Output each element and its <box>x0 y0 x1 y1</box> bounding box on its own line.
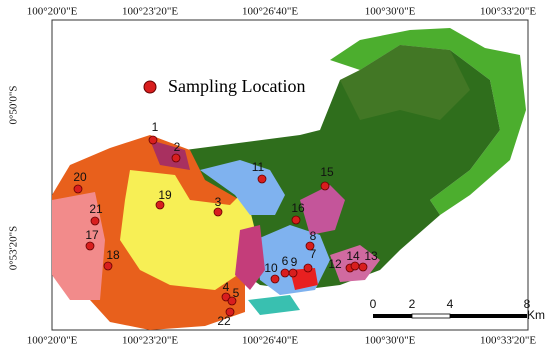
sampling-point <box>86 242 94 250</box>
sampling-point-label: 12 <box>328 257 342 271</box>
map: Sampling Location 100°20'0"E100°20'0"E10… <box>0 0 545 349</box>
scale-label: 0 <box>370 297 377 311</box>
scale-label: 2 <box>409 297 416 311</box>
sampling-point-label: 13 <box>364 249 378 263</box>
sampling-point <box>351 262 359 270</box>
sampling-point <box>156 201 164 209</box>
sampling-point-label: 22 <box>217 314 231 328</box>
scale-segment <box>450 314 527 318</box>
longitude-label: 100°33'20"E <box>480 335 536 347</box>
sampling-point-label: 18 <box>106 248 120 262</box>
longitude-label: 100°26'40"E <box>242 6 298 18</box>
sampling-point <box>289 269 297 277</box>
scale-label: 4 <box>447 297 454 311</box>
longitude-label: 100°30'0"E <box>365 335 416 347</box>
scale-segment <box>412 314 450 318</box>
sampling-point <box>172 154 180 162</box>
sampling-point-label: 16 <box>291 201 305 215</box>
sampling-point-label: 21 <box>89 202 103 216</box>
sampling-point-label: 17 <box>85 228 99 242</box>
longitude-label: 100°23'20"E <box>122 335 178 347</box>
sampling-point-label: 3 <box>215 195 222 209</box>
sampling-point <box>91 217 99 225</box>
scale-bar <box>373 314 527 318</box>
sampling-point-label: 15 <box>320 165 334 179</box>
sampling-point <box>304 264 312 272</box>
sampling-point <box>292 216 300 224</box>
sampling-point <box>104 262 112 270</box>
sampling-point-label: 8 <box>310 229 317 243</box>
sampling-point <box>359 263 367 271</box>
sampling-point <box>306 242 314 250</box>
legend-label: Sampling Location <box>168 76 305 96</box>
sampling-point-label: 9 <box>291 255 298 269</box>
latitude-label: 0°50'0"S <box>8 86 20 125</box>
sampling-point-label: 5 <box>233 286 240 300</box>
sampling-point-label: 6 <box>282 254 289 268</box>
longitude-label: 100°20'0"E <box>27 335 78 347</box>
scale-segment <box>373 314 412 318</box>
sampling-point-label: 19 <box>158 188 172 202</box>
longitude-label: 100°23'20"E <box>122 6 178 18</box>
sampling-point-label: 11 <box>252 160 265 174</box>
sampling-point <box>258 175 266 183</box>
legend-symbol <box>144 81 156 93</box>
latitude-label: 0°53'20"S <box>8 226 20 271</box>
sampling-point <box>74 185 82 193</box>
sampling-point <box>271 275 279 283</box>
longitude-label: 100°20'0"E <box>27 6 78 18</box>
sampling-point <box>214 208 222 216</box>
sampling-point-label: 14 <box>346 249 360 263</box>
longitude-label: 100°26'40"E <box>242 335 298 347</box>
longitude-label: 100°33'20"E <box>480 6 536 18</box>
sampling-point <box>149 136 157 144</box>
sampling-point-label: 10 <box>264 261 278 275</box>
sampling-point <box>281 269 289 277</box>
sampling-point-label: 1 <box>152 120 159 134</box>
sampling-point-label: 2 <box>174 140 181 154</box>
sampling-point <box>321 182 329 190</box>
sampling-point-label: 20 <box>73 170 87 184</box>
longitude-label: 100°30'0"E <box>365 6 416 18</box>
sampling-point-label: 4 <box>223 280 230 294</box>
scale-unit: Km <box>527 308 545 322</box>
